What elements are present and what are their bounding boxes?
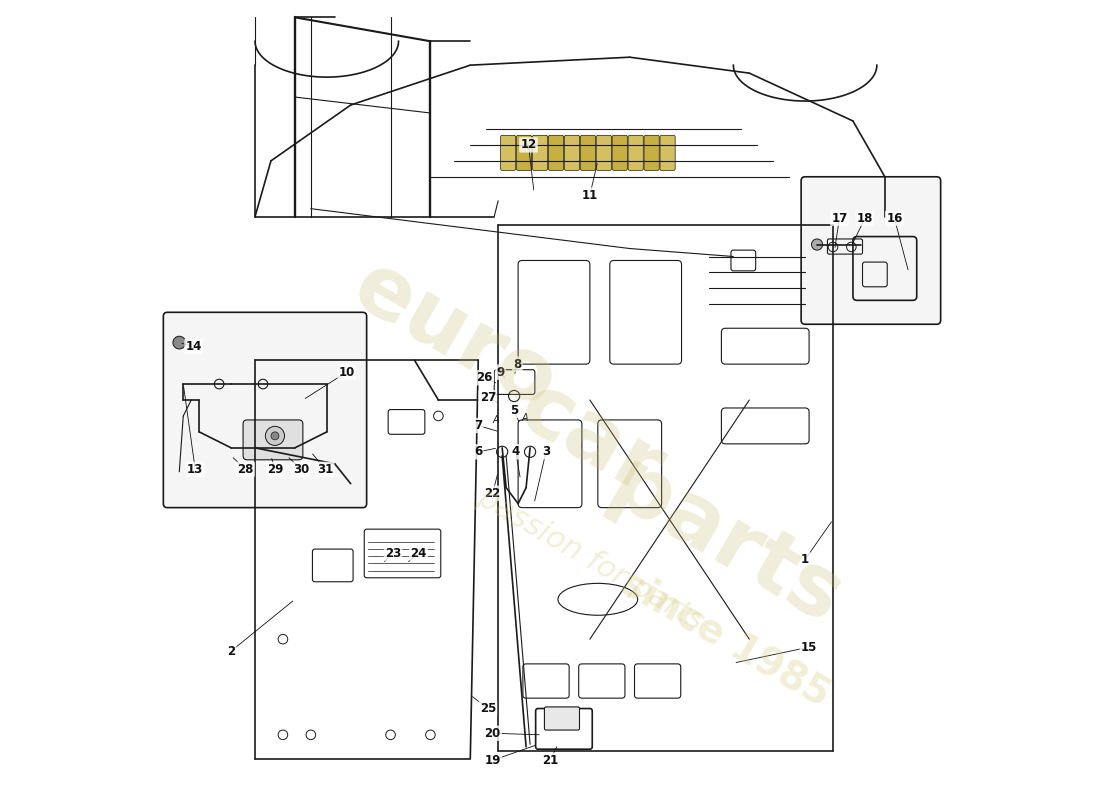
Text: 19: 19 [484,754,500,767]
Text: car: car [504,366,676,514]
Text: 15: 15 [801,641,817,654]
Text: 9: 9 [496,366,505,378]
Text: 20: 20 [484,726,500,740]
Text: 21: 21 [542,754,558,767]
Text: passion for parts: passion for parts [472,483,708,636]
Text: 13: 13 [187,463,204,476]
FancyBboxPatch shape [517,135,531,170]
Circle shape [812,239,823,250]
FancyBboxPatch shape [564,135,580,170]
Text: 8: 8 [514,358,521,370]
FancyBboxPatch shape [544,707,580,730]
Text: 11: 11 [582,189,598,202]
FancyBboxPatch shape [581,135,595,170]
Text: 28: 28 [238,463,254,476]
Text: A: A [493,415,499,425]
Text: 2: 2 [227,645,235,658]
Text: 12: 12 [520,138,537,151]
FancyBboxPatch shape [645,135,659,170]
Text: 30: 30 [293,463,309,476]
Text: since 1985: since 1985 [614,564,837,714]
FancyBboxPatch shape [613,135,627,170]
Text: 23: 23 [385,546,402,559]
FancyBboxPatch shape [243,420,302,460]
Text: 6: 6 [474,446,483,458]
Text: 29: 29 [267,463,283,476]
Text: euro: euro [338,245,571,427]
FancyBboxPatch shape [163,312,366,508]
Text: 4: 4 [512,446,520,458]
Text: 25: 25 [480,702,496,715]
Text: parts: parts [594,444,857,643]
Text: 22: 22 [484,486,500,500]
Text: 7: 7 [474,419,482,432]
Text: 24: 24 [410,546,427,559]
FancyBboxPatch shape [596,135,612,170]
FancyBboxPatch shape [801,177,940,324]
Text: 14: 14 [186,340,201,353]
Text: 27: 27 [480,391,496,404]
Text: 10: 10 [339,366,355,378]
Circle shape [265,426,285,446]
Text: 5: 5 [510,404,518,417]
Circle shape [271,432,279,440]
FancyBboxPatch shape [549,135,563,170]
Text: 1: 1 [801,553,810,566]
Text: 26: 26 [476,371,493,384]
FancyBboxPatch shape [532,135,548,170]
Text: 18: 18 [857,212,873,225]
FancyBboxPatch shape [500,135,516,170]
Text: 31: 31 [317,463,333,476]
Circle shape [173,336,186,349]
Text: 17: 17 [832,212,847,225]
Text: A: A [521,414,528,423]
FancyBboxPatch shape [660,135,675,170]
Text: 3: 3 [542,446,550,458]
Text: 16: 16 [887,212,903,225]
FancyBboxPatch shape [628,135,643,170]
